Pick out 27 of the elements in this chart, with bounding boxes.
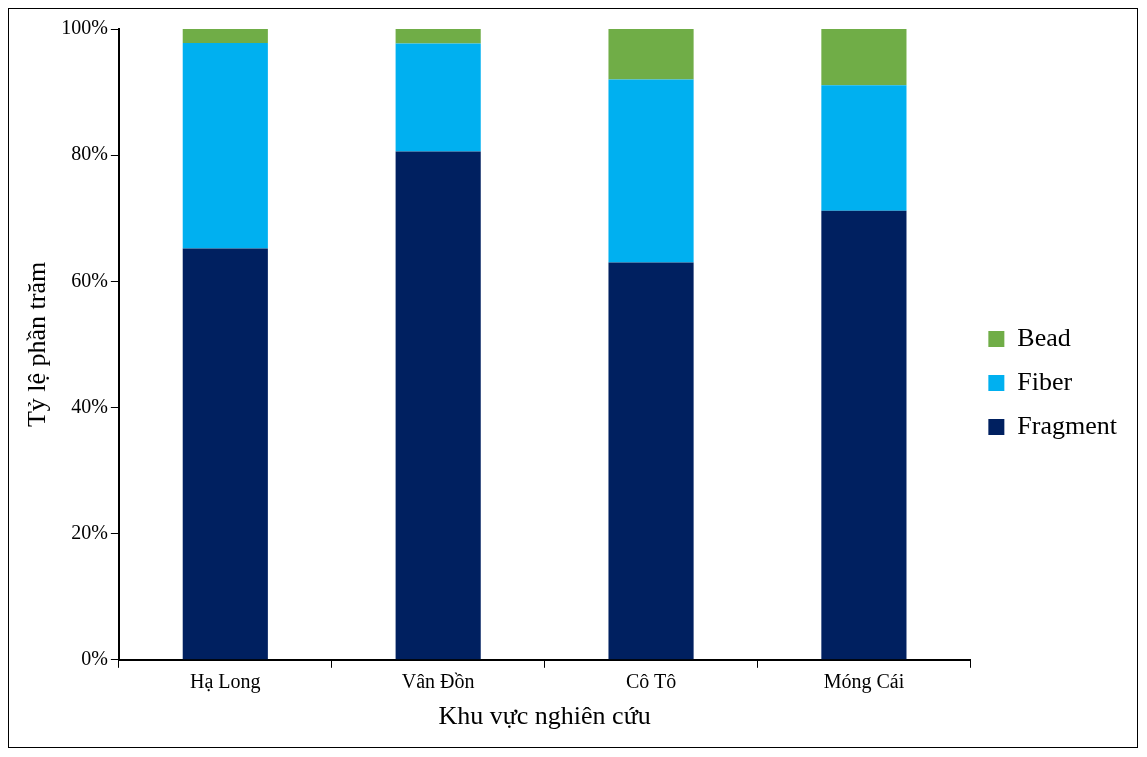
bar: [608, 29, 694, 80]
bar: [821, 85, 907, 211]
bar: [608, 79, 694, 263]
bar: [608, 262, 694, 660]
bar: [395, 151, 481, 660]
x-tick-label: Vân Đồn: [401, 670, 475, 693]
y-tick-label: 80%: [71, 142, 108, 165]
y-tick-label: 40%: [71, 394, 108, 417]
bar: [182, 42, 268, 249]
bar: [395, 43, 481, 152]
x-tick-label: Hạ Long: [190, 670, 261, 694]
legend-label: Fiber: [1017, 366, 1073, 396]
y-tick-label: 60%: [71, 268, 108, 291]
x-tick-label: Móng Cái: [823, 670, 905, 694]
legend-label: Bead: [1017, 322, 1071, 352]
bar: [821, 210, 907, 660]
y-tick-label: 20%: [71, 520, 108, 543]
x-axis-title: Khu vực nghiên cứu: [438, 701, 651, 731]
bar: [182, 29, 268, 43]
y-axis-title: Tỷ lệ phần trăm: [22, 261, 52, 428]
y-tick-label: 0%: [81, 647, 108, 670]
legend-label: Fragment: [1017, 410, 1118, 440]
bar: [182, 248, 268, 660]
y-tick-label: 100%: [61, 16, 108, 39]
bar: [821, 29, 907, 86]
x-tick-label: Cô Tô: [625, 670, 677, 693]
bar: [395, 29, 481, 44]
